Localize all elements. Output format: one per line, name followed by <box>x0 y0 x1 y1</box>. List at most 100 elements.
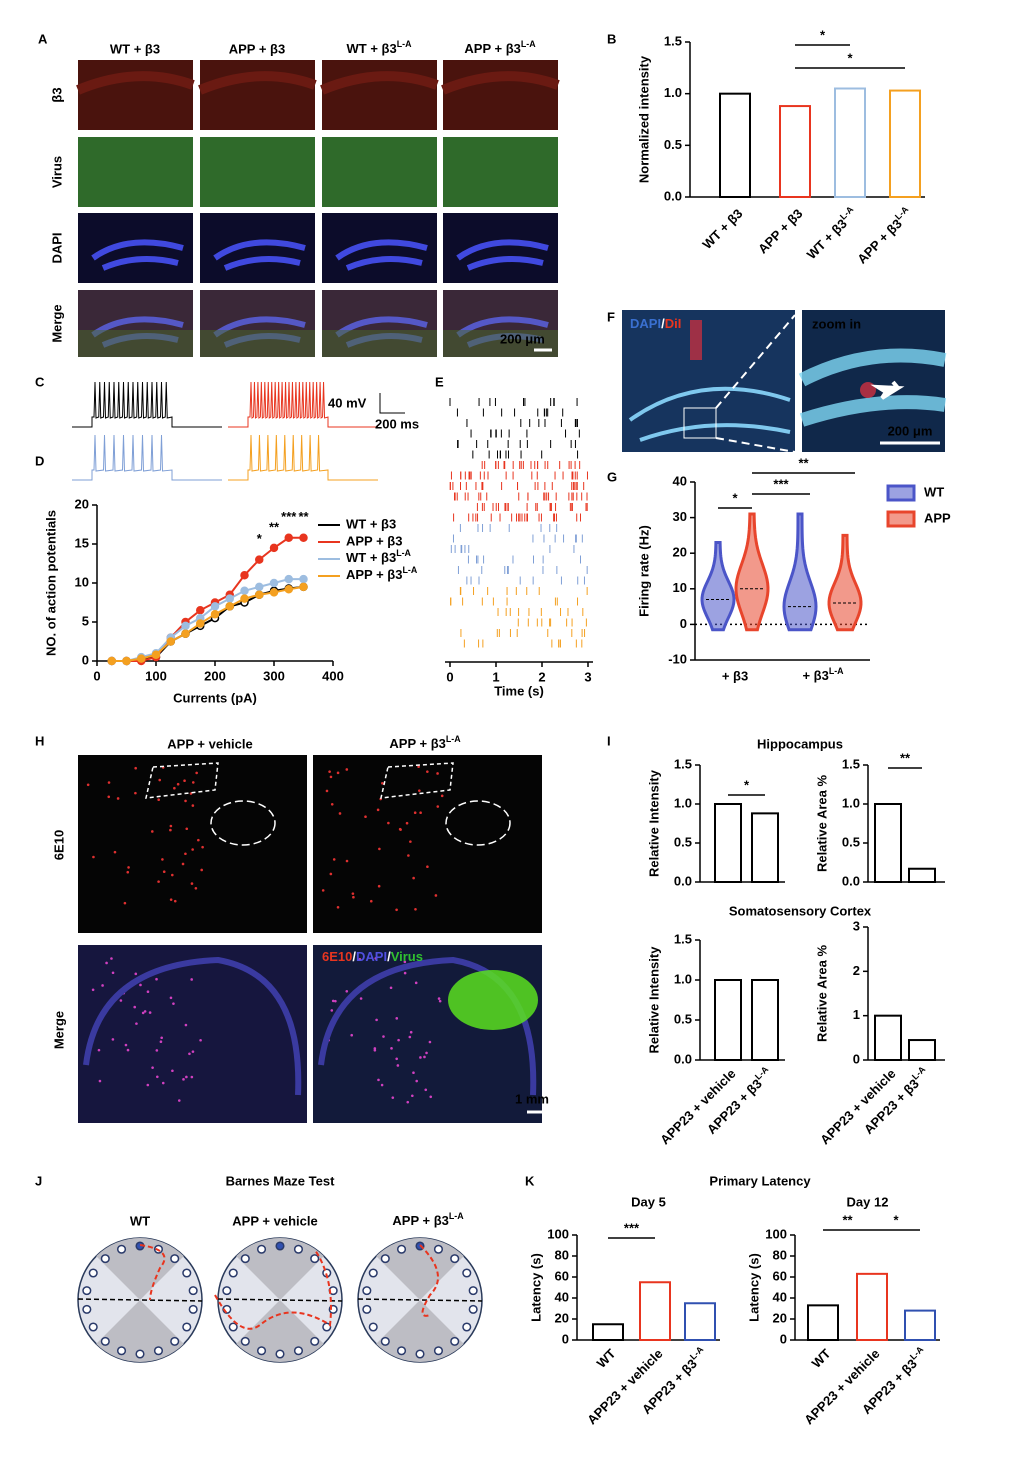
y-tick-label: 1.5 <box>674 756 692 771</box>
plaque <box>133 1005 137 1009</box>
legend-label: APP <box>924 510 951 525</box>
plaque <box>171 1069 174 1073</box>
plaque <box>124 1043 128 1047</box>
column-heading: APP + β3 <box>229 41 285 56</box>
maze-hole <box>182 1322 192 1332</box>
section-title: Hippocampus <box>757 736 843 751</box>
significance-label: * <box>257 531 263 546</box>
plaque <box>380 1083 384 1087</box>
maze-hole <box>362 1304 372 1314</box>
plaque <box>414 981 418 985</box>
plaque <box>134 972 138 976</box>
stain-label-part: Virus <box>391 949 423 964</box>
plaque <box>169 828 172 832</box>
bar <box>714 803 742 883</box>
tissue-shade <box>198 71 317 95</box>
violin <box>700 541 736 632</box>
plaque <box>177 1099 181 1102</box>
significance-label: * <box>732 490 738 505</box>
panel-letter: J <box>35 1173 42 1188</box>
voltage-trace <box>72 434 222 481</box>
brain-section <box>313 755 542 933</box>
zoom-label: zoom in <box>812 316 861 331</box>
plaque <box>191 781 195 784</box>
bar <box>874 1014 902 1062</box>
chart-title: Day 12 <box>847 1194 889 1209</box>
scale-label: 40 mV <box>328 395 367 410</box>
plaque <box>139 983 142 987</box>
dii-spot <box>860 382 876 398</box>
panel-letter: D <box>35 453 44 468</box>
plaque <box>107 781 111 784</box>
data-point <box>225 602 234 611</box>
x-tick-label: WT + β3 <box>699 206 745 252</box>
data-point <box>240 570 249 580</box>
legend-label: APP + β3 <box>346 533 402 548</box>
column-heading-part: WT + β3 <box>347 41 397 56</box>
maze-hole <box>88 1268 98 1278</box>
plaque <box>194 887 198 890</box>
plaque <box>330 802 334 806</box>
plaque <box>170 873 174 877</box>
bar <box>714 979 742 1061</box>
plaque <box>397 1038 400 1042</box>
plaque <box>423 1055 426 1059</box>
maze-hole <box>310 1336 320 1346</box>
plaque <box>436 805 440 808</box>
plaque <box>173 786 176 790</box>
plaque <box>408 1035 412 1039</box>
plaque <box>338 812 342 815</box>
plaque <box>86 783 90 787</box>
bar <box>684 1302 716 1341</box>
series-line <box>111 536 304 662</box>
bar <box>807 1304 839 1341</box>
plaque <box>377 884 381 888</box>
data-point <box>196 619 205 628</box>
plaque <box>190 978 193 981</box>
row-label: β3 <box>49 87 64 102</box>
plaque <box>406 1100 410 1104</box>
mouse-path <box>139 1244 166 1301</box>
plaque <box>419 811 422 814</box>
y-axis-label: Latency (s) <box>746 1253 761 1322</box>
y-tick-label: 0.0 <box>674 1051 692 1066</box>
legend-label: WT + β3 <box>346 516 396 531</box>
row-label: 6E10 <box>51 830 66 860</box>
column-heading: WT + β3L-A <box>347 39 413 56</box>
plaque <box>321 889 325 892</box>
legend-swatch <box>886 484 916 502</box>
y-tick-label: 1.0 <box>674 795 692 810</box>
row-label: Virus <box>49 156 64 188</box>
maze-hole <box>116 1244 127 1254</box>
data-point <box>137 654 146 663</box>
data-point <box>210 609 220 619</box>
maze-hole <box>88 1322 98 1332</box>
stain-label-part: DAPI <box>356 949 387 964</box>
arrow <box>870 380 905 400</box>
plaque <box>329 872 333 876</box>
plaque <box>134 766 137 770</box>
plaque <box>377 1078 380 1082</box>
x-tick-label: WT <box>594 1346 619 1371</box>
data-point <box>122 656 131 666</box>
bar <box>751 812 779 883</box>
maze-hole <box>433 1244 444 1254</box>
hippocampus-layer <box>628 386 791 442</box>
dentate-gyrus <box>335 239 428 271</box>
plaque <box>162 870 166 874</box>
panel-letter: K <box>525 1173 535 1188</box>
data-point <box>181 621 190 631</box>
y-tick-label: 80 <box>555 1247 569 1262</box>
plaque <box>111 971 115 975</box>
bar <box>592 1323 624 1341</box>
green-tint <box>322 330 437 357</box>
plaque <box>373 1048 377 1052</box>
y-axis-label: Firing rate (Hz) <box>636 525 651 617</box>
plaque <box>169 996 173 1000</box>
plaque <box>412 1071 415 1075</box>
maze-hole <box>275 1349 285 1359</box>
plaque <box>92 855 95 859</box>
mouse-path <box>214 1249 332 1330</box>
violin <box>734 512 770 632</box>
